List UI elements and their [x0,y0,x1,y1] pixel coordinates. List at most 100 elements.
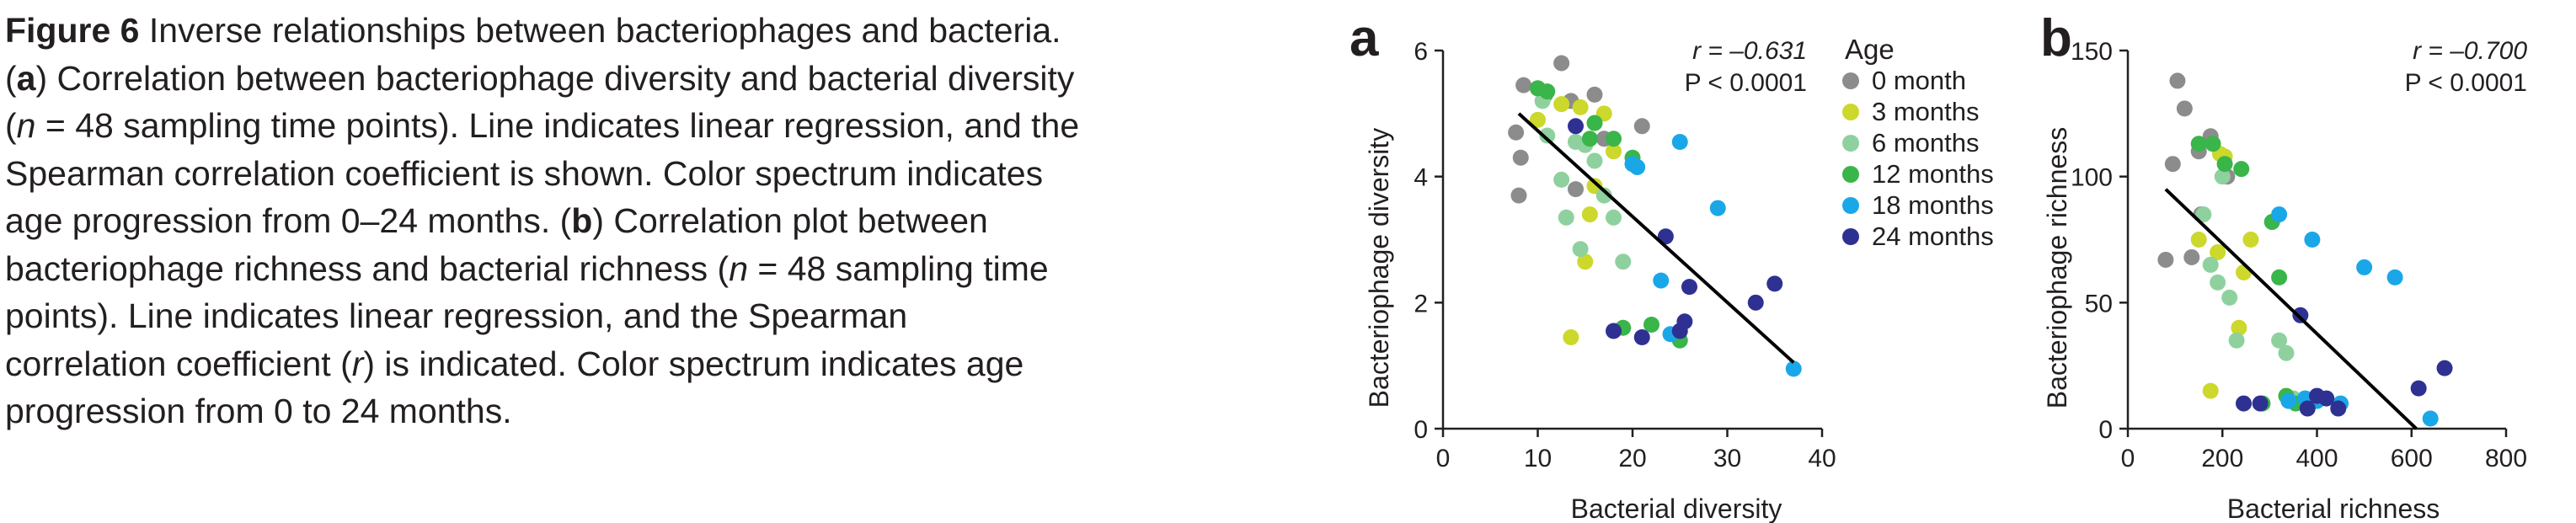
panel-a-data-point [1572,99,1589,115]
panel-b-data-point [2318,390,2335,407]
panel-b-data-point [2330,400,2347,417]
panel-b-data-point [2280,392,2297,409]
legend-label: 3 months [1872,97,1980,126]
panel-b-data-point [2242,232,2259,248]
panel-a-data-point [1606,143,1622,160]
panel-a-data-point [1553,96,1570,113]
panel-a-data-point [1629,158,1646,175]
legend-swatch [1842,72,1859,89]
panel-a-data-point [1539,127,1556,144]
panel-a-data-point [1586,115,1603,131]
panel-a-data-point [1709,200,1726,216]
panel-a-data-point [1671,134,1688,151]
panel-b-data-point [2195,206,2212,223]
panel-a-data-point [1558,209,1574,226]
caption-run: bacteriophage richness and bacterial ric… [5,248,730,288]
panel-a-axes: 0 10 20 30 40 0 2 4 6 [1414,38,1836,472]
panel-a-data-point [1657,228,1674,245]
panel-b-data-point [2205,136,2221,152]
caption-line: age progression from 0–24 months. (b) Co… [5,197,1269,245]
panel-a-data-point [1606,131,1622,147]
panel-a-y-tick-label: 2 [1414,290,1428,318]
caption-run: ) Correlation plot between [592,201,988,240]
legend-label: 18 months [1872,190,1994,220]
caption-run: n [16,106,36,145]
caption-run: Figure 6 [5,11,140,50]
panel-b-data-point [2157,251,2174,268]
panel-b-data-point [2292,307,2309,323]
panel-b-data-point [2422,410,2439,427]
panel-b-points [2157,72,2453,430]
legend-label: 12 months [1872,159,1994,189]
panel-a-points [1508,55,1802,377]
panel-a-data-point [1633,328,1650,345]
legend-swatch [1842,166,1859,183]
panel-b-data-point [2176,100,2193,117]
panel-b-data-point [2356,259,2373,275]
caption-line: bacteriophage richness and bacterial ric… [5,245,1269,293]
panel-a-data-point [1643,317,1659,334]
caption-run: points). Line indicates linear regressio… [5,296,908,335]
panel-a-data-point [1785,360,1802,377]
panel-b-data-point [2221,289,2238,306]
caption-line: (n = 48 sampling time points). Line indi… [5,102,1269,150]
panel-a-x-tick-label: 40 [1808,445,1836,472]
panel-a-y-tick-label: 0 [1414,416,1428,444]
legend-label: 24 months [1872,221,1994,251]
panel-a-label: a [1349,9,1379,67]
caption-run: = 48 sampling time points). Line indicat… [35,106,1080,145]
panel-a: a Bacteriophage diversity Bacterial dive… [1349,9,1836,523]
panel-b-data-point [2233,161,2250,178]
panel-a-data-point [1581,131,1598,147]
caption-run: b [571,201,593,240]
panel-b-data-point [2436,360,2453,376]
panel-a-data-point [1510,187,1527,204]
panel-a-x-tick-label: 0 [1436,445,1451,472]
panel-a-data-point [1681,279,1697,296]
panel-b-stat-p: P < 0.0001 [2405,69,2527,97]
panel-b-data-point [2271,269,2288,286]
panel-a-stat-r: r = –0.631 [1692,37,1807,65]
panel-b-data-point [2271,206,2288,223]
caption-run: ) Correlation between bacteriophage dive… [35,58,1075,98]
panel-b-data-point [2214,168,2231,185]
panel-a-data-point [1747,294,1764,311]
legend-label: 6 months [1872,128,1980,157]
panel-a-data-point [1508,124,1525,141]
caption-line: Spearman correlation coefficient is show… [5,150,1269,198]
panel-a-x-tick-label: 30 [1713,445,1741,472]
panel-b-data-point [2386,269,2403,286]
panel-b-label: b [2040,9,2072,67]
panel-b-stat-r: r = –0.700 [2413,37,2527,65]
panel-a-y-tick-label: 6 [1414,38,1428,66]
panel-b-axes: 0 200 400 600 800 0 50 100 150 [2071,38,2527,472]
panel-a-data-point [1633,118,1650,135]
caption-run: n [729,248,749,288]
panel-b: b Bacteriophage richness Bacterial richn… [2040,9,2527,523]
panel-a-data-point [1530,111,1546,128]
panel-a-data-point [1676,313,1693,330]
panel-b-x-tick-label: 600 [2391,445,2433,472]
panel-a-data-point [1553,55,1570,72]
caption-line: points). Line indicates linear regressio… [5,292,1269,340]
panel-a-data-point [1512,149,1529,166]
panel-a-xlabel: Bacterial diversity [1571,494,1782,523]
panel-a-ylabel: Bacteriophage diversity [1364,128,1394,408]
panel-a-data-point [1539,83,1556,100]
panel-b-x-tick-label: 800 [2485,445,2527,472]
caption-run: Inverse relationships between bacterioph… [139,11,1061,50]
panel-a-data-point [1581,206,1598,223]
caption-line: correlation coefficient (r) is indicated… [5,340,1269,388]
panel-a-data-point [1653,272,1670,289]
caption-run: ) is indicated. Color spectrum indicates… [363,344,1024,383]
panel-a-stat-p: P < 0.0001 [1685,69,1807,97]
panel-a-regression-line [1517,112,1795,364]
panel-a-x-tick-label: 10 [1524,445,1552,472]
panel-a-data-point [1577,253,1594,270]
caption-run: ( [5,58,17,98]
panel-b-data-point [2304,232,2321,248]
panel-a-data-point [1606,209,1622,226]
panel-b-y-tick-label: 0 [2098,416,2113,444]
caption-run: r [351,344,364,383]
